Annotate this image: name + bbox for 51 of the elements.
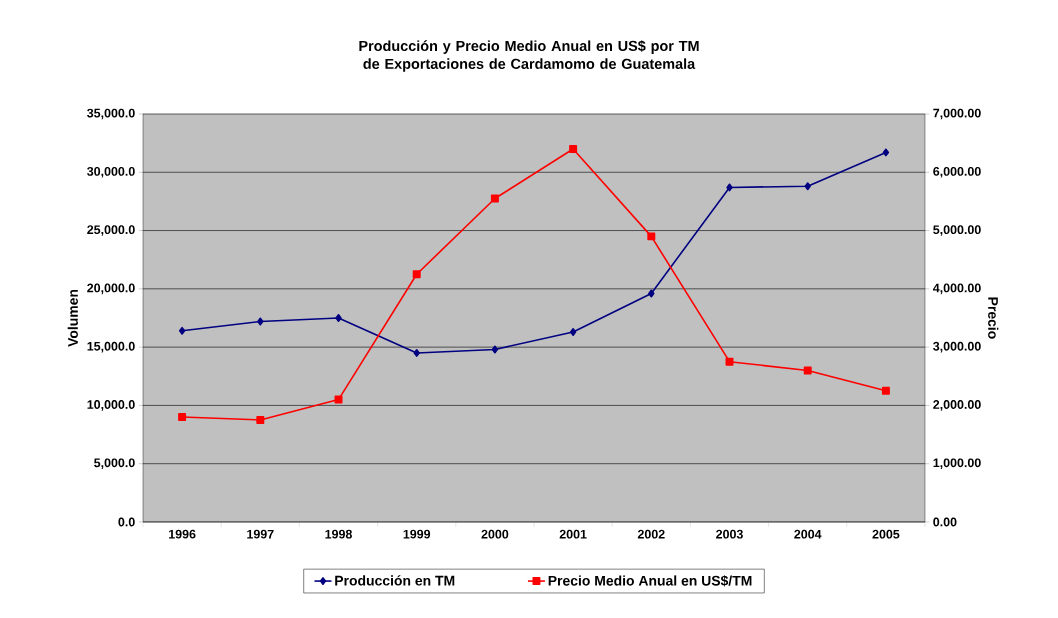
point bbox=[491, 345, 499, 354]
point bbox=[725, 357, 734, 366]
x-tick-label: 2005 bbox=[872, 529, 900, 539]
legend-label: Producción en TM bbox=[335, 575, 455, 586]
y-tick-label: 0.0 bbox=[118, 517, 135, 527]
y-tick-label: 25,000.0 bbox=[87, 225, 135, 236]
point bbox=[413, 348, 420, 357]
point bbox=[803, 366, 812, 375]
point bbox=[882, 148, 890, 157]
x-tick-label: 2000 bbox=[481, 529, 509, 539]
point bbox=[257, 317, 264, 326]
x-tick-label: 2004 bbox=[794, 529, 822, 539]
point bbox=[569, 327, 577, 336]
y2-tick-label: 4,000.00 bbox=[932, 283, 981, 295]
y2-tick-label: 7,000.00 bbox=[933, 108, 981, 120]
x-tick-label: 2002 bbox=[637, 529, 665, 539]
point bbox=[804, 182, 811, 191]
y-tick-label: 30,000.0 bbox=[87, 166, 135, 178]
x-tick-label: 1997 bbox=[247, 529, 274, 539]
point bbox=[334, 395, 343, 404]
x-tick-label: 1999 bbox=[403, 529, 431, 539]
x-tick-label: 1998 bbox=[325, 529, 352, 539]
point bbox=[881, 386, 890, 395]
point bbox=[490, 194, 499, 203]
point bbox=[647, 232, 656, 241]
y2-tick-label: 5,000.00 bbox=[933, 225, 981, 236]
y-tick-label: 10,000.0 bbox=[87, 400, 135, 411]
chart-title: Producción y Precio Medio Anual en US$ por TM de Exportaciones de Cardamomo de Guatemala bbox=[359, 40, 699, 72]
y-tick-label: 20,000.0 bbox=[87, 283, 135, 295]
x-tick-label: 2003 bbox=[716, 529, 743, 539]
y2-axis-title: Precio bbox=[988, 297, 999, 339]
point bbox=[726, 183, 733, 192]
point bbox=[569, 144, 578, 153]
y2-tick-label: 1,000.00 bbox=[933, 458, 981, 470]
point bbox=[412, 270, 421, 279]
y-axis-title: Volumen bbox=[67, 289, 78, 347]
y2-tick-label: 6,000.00 bbox=[933, 166, 981, 178]
point bbox=[178, 326, 186, 335]
point bbox=[256, 416, 265, 424]
point bbox=[178, 413, 187, 422]
y2-tick-label: 3,000.00 bbox=[933, 341, 981, 353]
y-tick-label: 15,000.0 bbox=[87, 341, 135, 353]
y2-tick-label: 0.00 bbox=[933, 517, 957, 527]
legend-label: Precio Medio Anual en US$/TM bbox=[548, 575, 752, 587]
y-tick-label: 35,000.0 bbox=[87, 108, 135, 120]
y-tick-label: 5,000.0 bbox=[94, 458, 135, 469]
y2-tick-label: 2,000.00 bbox=[933, 400, 981, 411]
point bbox=[648, 289, 655, 298]
x-tick-label: 1996 bbox=[169, 529, 196, 539]
x-tick-label: 2001 bbox=[559, 529, 587, 539]
point bbox=[335, 314, 342, 322]
